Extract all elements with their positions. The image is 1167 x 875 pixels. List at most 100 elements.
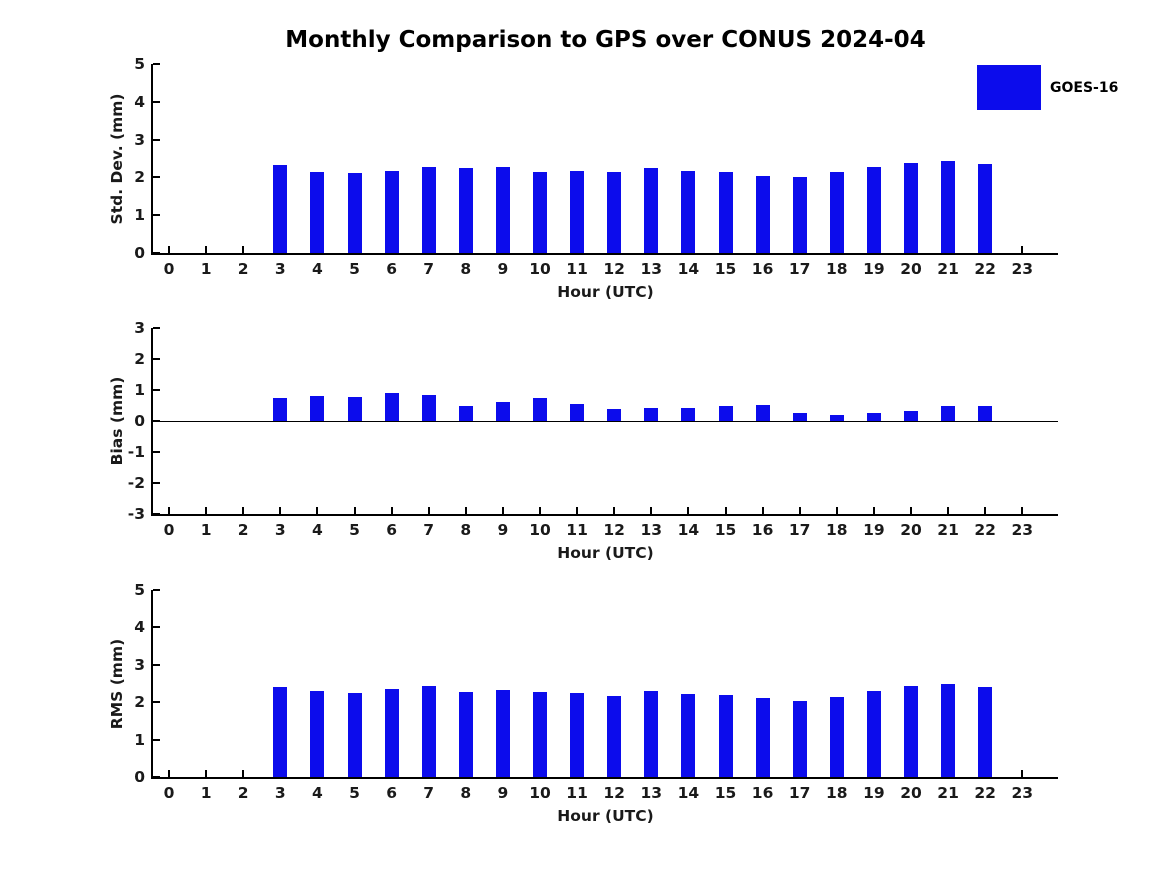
x-tick-label: 11	[566, 784, 588, 802]
x-tick-label: 23	[1011, 784, 1034, 802]
x-tick-label: 20	[900, 784, 922, 802]
y-tick-label: 2	[134, 168, 145, 187]
x-tick-label: 8	[460, 260, 472, 278]
x-tick	[242, 507, 245, 514]
x-tick-label: 17	[788, 260, 811, 278]
bar-bias-hour-20	[904, 411, 918, 421]
y-tick	[153, 420, 160, 422]
y-axis-label-rms: RMS (mm)	[108, 638, 126, 729]
x-tick	[798, 507, 801, 514]
y-tick-label: 1	[134, 730, 145, 749]
x-tick-label: 5	[349, 260, 360, 278]
x-tick-label: 13	[640, 784, 663, 802]
y-tick	[153, 252, 160, 254]
bar-rms-hour-5	[347, 693, 362, 777]
x-tick-label: 21	[937, 260, 959, 278]
x-tick-label: 23	[1011, 260, 1034, 278]
y-tick	[153, 663, 160, 666]
y-tick-label: 0	[134, 768, 145, 786]
x-tick-label: 3	[274, 784, 286, 802]
y-tick	[153, 176, 160, 179]
y-tick-label: -2	[127, 474, 145, 492]
bar-rms-hour-3	[273, 686, 288, 777]
x-tick	[576, 507, 579, 514]
y-tick	[153, 138, 160, 141]
bar-rms-hour-19	[866, 690, 881, 777]
x-tick-label: 13	[640, 260, 663, 278]
x-tick-label: 20	[900, 260, 922, 278]
x-tick	[464, 507, 467, 514]
x-tick-label: 6	[386, 784, 397, 802]
bar-rms-hour-13	[644, 691, 659, 777]
bar-std-dev-hour-13	[644, 167, 659, 253]
bar-rms-hour-12	[607, 695, 622, 777]
x-tick	[1021, 507, 1024, 514]
y-tick	[153, 327, 160, 329]
bar-bias-hour-18	[829, 414, 844, 421]
x-tick-label: 23	[1011, 521, 1034, 539]
bar-rms-hour-9	[495, 690, 510, 777]
x-tick	[168, 507, 170, 514]
y-tick-label: 5	[134, 55, 145, 73]
y-tick	[153, 482, 160, 484]
bar-rms-hour-10	[533, 692, 547, 777]
bar-bias-hour-10	[533, 397, 547, 421]
bar-rms-hour-15	[718, 695, 733, 777]
bar-bias-hour-13	[644, 407, 659, 421]
y-tick-label: 1	[134, 381, 145, 399]
bar-bias-hour-12	[607, 408, 622, 421]
plot-title: Monthly Comparison to GPS over CONUS 202…	[285, 27, 926, 53]
x-tick-label: 9	[497, 521, 509, 539]
x-tick	[724, 507, 727, 514]
x-tick	[205, 507, 208, 514]
zero-line	[153, 420, 1058, 422]
x-spine	[151, 514, 1058, 516]
y-tick	[153, 626, 160, 629]
bar-std-dev-hour-16	[755, 175, 770, 253]
bar-bias-hour-5	[347, 397, 362, 421]
x-tick-label: 18	[826, 260, 848, 278]
y-tick	[153, 358, 160, 360]
x-tick	[242, 246, 245, 253]
y-tick-label: -1	[127, 443, 145, 461]
x-tick	[168, 770, 170, 777]
y-tick-label: -3	[127, 505, 145, 523]
bar-bias-hour-16	[755, 405, 770, 421]
y-tick	[153, 214, 160, 217]
y-spine	[151, 590, 153, 779]
x-tick-label: 6	[386, 260, 397, 278]
y-tick-label: 0	[134, 412, 145, 430]
x-tick	[613, 507, 616, 514]
x-tick	[947, 507, 950, 514]
x-tick-label: 7	[423, 784, 435, 802]
x-tick-label: 4	[311, 784, 323, 802]
x-tick-label: 0	[163, 784, 175, 802]
y-tick	[153, 389, 160, 391]
bar-rms-hour-8	[458, 692, 473, 777]
bar-bias-hour-17	[792, 412, 807, 421]
x-tick-label: 7	[423, 260, 435, 278]
x-tick-label: 9	[497, 784, 509, 802]
x-tick	[872, 507, 875, 514]
bar-std-dev-hour-14	[681, 171, 696, 253]
y-tick	[153, 589, 160, 591]
x-tick	[1021, 770, 1024, 777]
y-tick-label: 4	[134, 92, 145, 111]
bar-std-dev-hour-10	[533, 172, 547, 253]
x-axis-label-rms: Hour (UTC)	[557, 807, 654, 825]
x-tick-label: 18	[826, 784, 848, 802]
y-tick-label: 4	[134, 618, 145, 637]
bar-std-dev-hour-3	[273, 165, 288, 253]
x-tick	[501, 507, 504, 514]
y-axis-label-std-dev: Std. Dev. (mm)	[108, 93, 126, 224]
y-tick	[153, 738, 160, 741]
x-tick-label: 10	[529, 784, 551, 802]
bar-bias-hour-8	[458, 406, 473, 421]
x-tick-label: 12	[603, 260, 625, 278]
x-tick-label: 20	[900, 521, 922, 539]
bar-rms-hour-18	[829, 697, 844, 777]
x-tick-label: 11	[566, 521, 588, 539]
legend-label: GOES-16	[1050, 79, 1119, 96]
bar-std-dev-hour-12	[607, 172, 622, 253]
x-tick-label: 16	[751, 521, 774, 539]
